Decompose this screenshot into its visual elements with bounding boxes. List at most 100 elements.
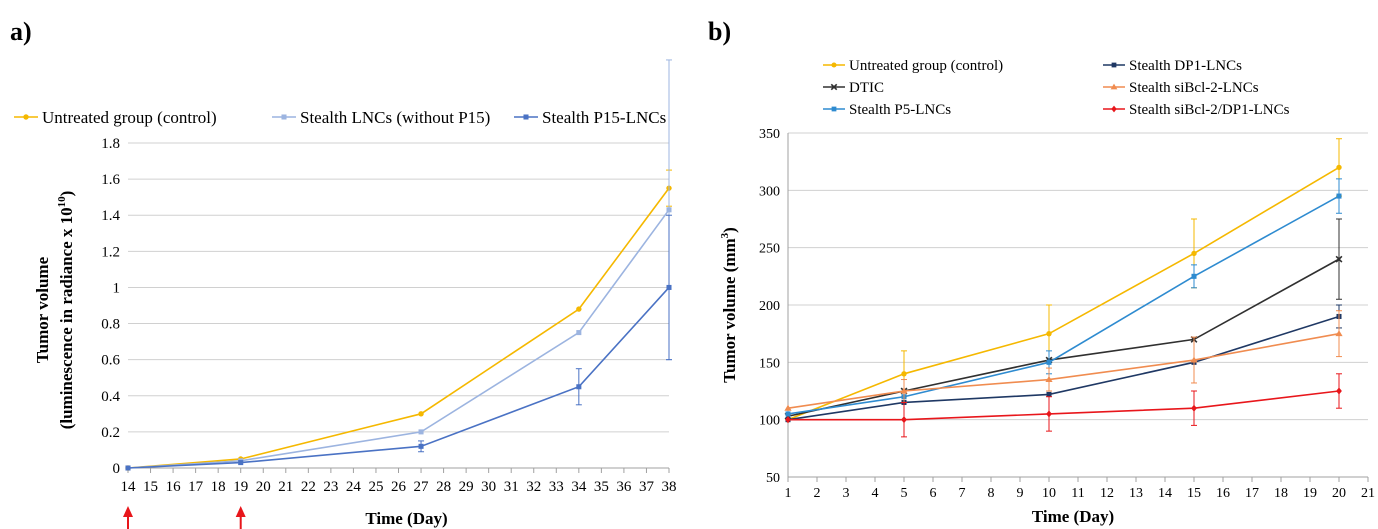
- data-point: [1335, 255, 1343, 263]
- x-tick-label: 37: [639, 479, 655, 495]
- y-tick-label: 200: [759, 299, 780, 314]
- data-point: [901, 371, 907, 377]
- x-tick-label: 23: [323, 479, 338, 495]
- x-tick-label: 1: [785, 486, 792, 501]
- legend-label-stealth-dp1-lncs: Stealth DP1-LNCs: [1129, 58, 1242, 74]
- x-tick-label: 16: [166, 479, 182, 495]
- panel-a-label: a): [10, 17, 32, 46]
- legend-marker: [831, 106, 837, 112]
- y-tick-label: 1.8: [101, 136, 120, 152]
- legend-marker: [831, 62, 837, 68]
- x-tick-label: 4: [872, 486, 879, 501]
- x-tick-label: 29: [459, 479, 474, 495]
- x-tick-label: 33: [549, 479, 564, 495]
- x-tick-label: 32: [526, 479, 541, 495]
- data-point: [900, 387, 908, 394]
- data-point: [418, 429, 424, 435]
- legend-marker: [281, 114, 287, 120]
- legend-label-stealth-lncs-without-p15: Stealth LNCs (without P15): [300, 108, 490, 127]
- legend-label-stealth-sibcl-2-lncs: Stealth siBcl-2-LNCs: [1129, 80, 1259, 96]
- y-tick-label: 1.6: [101, 172, 120, 188]
- series-line: [787, 332, 1340, 409]
- x-tick-label: 14: [121, 479, 137, 495]
- x-tick-label: 10: [1042, 486, 1056, 501]
- x-tick-label: 7: [959, 486, 966, 501]
- data-point: [418, 443, 424, 449]
- y-tick-label: 0.8: [101, 317, 120, 333]
- data-point: [1045, 375, 1053, 383]
- series-line: [127, 209, 670, 469]
- x-tick-label: 8: [988, 486, 995, 501]
- data-point: [1190, 356, 1198, 363]
- series-line: [787, 315, 1340, 421]
- y-tick-label: 0.6: [101, 353, 120, 369]
- x-tick-label: 21: [278, 479, 293, 495]
- x-tick-label: 17: [188, 479, 204, 495]
- x-tick-label: 28: [436, 479, 451, 495]
- x-tick-label: 19: [233, 479, 248, 495]
- series-stealth-sibcl-2-lncs: [784, 310, 1343, 411]
- data-point: [1191, 250, 1197, 257]
- data-point: [666, 207, 672, 213]
- x-tick-label: 18: [1274, 486, 1288, 501]
- x-tick-label: 21: [1361, 486, 1375, 501]
- x-tick-label: 20: [256, 479, 271, 495]
- data-point: [418, 411, 424, 417]
- x-tick-label: 27: [414, 479, 430, 495]
- x-tick-label: 9: [1017, 486, 1024, 501]
- y-tick-label: 0: [113, 461, 121, 477]
- data-point: [576, 384, 582, 390]
- x-tick-label: 16: [1216, 486, 1230, 501]
- legend-label-stealth-p5-lncs: Stealth P5-LNCs: [849, 102, 951, 118]
- y-tick-label: 350: [759, 127, 780, 142]
- x-tick-label: 5: [901, 486, 908, 501]
- legend-marker: [830, 83, 838, 91]
- series-dtic: [784, 218, 1343, 420]
- data-point: [1046, 330, 1052, 337]
- x-tick-label: 2: [814, 486, 821, 501]
- x-axis-title: Time (Day): [1032, 507, 1114, 526]
- x-tick-label: 12: [1100, 486, 1114, 501]
- data-point: [576, 330, 582, 336]
- x-tick-label: 31: [504, 479, 519, 495]
- x-tick-label: 30: [481, 479, 496, 495]
- x-tick-label: 19: [1303, 486, 1317, 501]
- data-point: [785, 411, 791, 417]
- x-tick-label: 18: [211, 479, 226, 495]
- y-tick-label: 1: [113, 280, 121, 296]
- y-tick-label: 50: [766, 471, 780, 486]
- legend-marker: [1111, 62, 1117, 68]
- data-point: [576, 306, 582, 312]
- y-axis-title: Tumor volume (mm3): [719, 227, 739, 383]
- legend-marker: [1110, 83, 1118, 90]
- data-point: [238, 460, 244, 466]
- y-tick-label: 100: [759, 414, 780, 429]
- data-point: [1336, 164, 1342, 171]
- legend-label-stealth-sibcl-2-dp1-lncs: Stealth siBcl-2/DP1-LNCs: [1129, 102, 1290, 118]
- x-tick-label: 20: [1332, 486, 1346, 501]
- legend-label-dtic: DTIC: [849, 80, 884, 96]
- y-tick-label: 0.4: [101, 389, 120, 405]
- legend-label-stealth-p15-lncs: Stealth P15-LNCs: [542, 108, 666, 127]
- legend-label-untreated-group-control: Untreated group (control): [849, 58, 1003, 74]
- legend-marker: [523, 114, 529, 120]
- data-point: [666, 284, 672, 290]
- series-line: [127, 286, 670, 469]
- y-tick-label: 300: [759, 184, 780, 199]
- x-tick-label: 11: [1071, 486, 1084, 501]
- chart-a: 0 0.2 0.4 0.6 0.8 1 1.2 1.4 1.6 1.8 14 15 16 17 18 19 20…: [14, 59, 677, 529]
- x-tick-label: 36: [616, 479, 632, 495]
- legend-marker: [1111, 105, 1117, 113]
- x-tick-label: 6: [930, 486, 937, 501]
- legend-a: Untreated group (control) Stealth LNCs (w…: [14, 108, 666, 127]
- series-line: [127, 187, 670, 469]
- data-point: [901, 416, 907, 424]
- legend-label-untreated-group-control: Untreated group (control): [42, 108, 217, 127]
- treatment-arrow: [123, 506, 133, 529]
- y-axis-title-line1: Tumor volume: [33, 256, 52, 363]
- x-tick-label: 17: [1245, 486, 1259, 501]
- x-tick-label: 13: [1129, 486, 1143, 501]
- data-point: [1336, 387, 1342, 395]
- data-point: [785, 416, 791, 424]
- x-tick-label: 34: [571, 479, 587, 495]
